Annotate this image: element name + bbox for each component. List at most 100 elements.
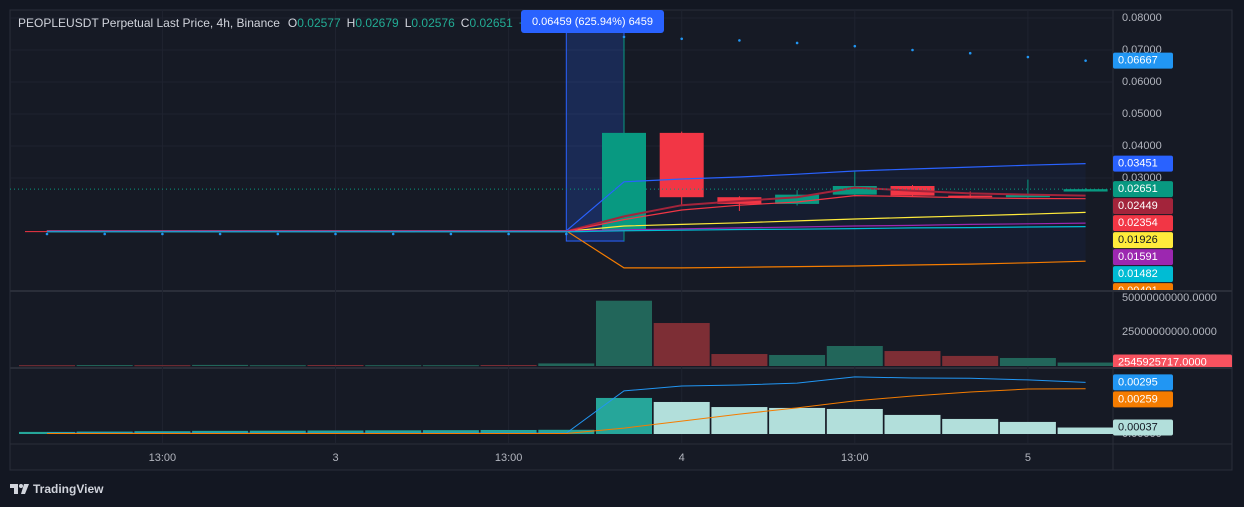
- volume-bar: [538, 363, 595, 367]
- histogram-bar: [826, 408, 883, 435]
- x-tick-label: 13:00: [841, 452, 869, 464]
- volume-bar: [1057, 362, 1113, 367]
- price-badge: [1113, 155, 1173, 172]
- indicator-dot: [1084, 59, 1087, 62]
- indicator-dot: [853, 44, 857, 48]
- indicator-line: [47, 388, 1086, 434]
- candle-body: [775, 194, 820, 204]
- indicator-dot: [968, 51, 972, 55]
- indicator-dot: [103, 232, 106, 236]
- price-badge-label: 0.02449: [1118, 200, 1158, 212]
- volume-bar: [192, 364, 249, 367]
- header-text: H: [347, 16, 356, 30]
- y-tick-label: 0.05000: [1122, 108, 1162, 120]
- price-badge: [1113, 52, 1173, 69]
- candle-body: [948, 195, 993, 198]
- volume-bar: [826, 346, 883, 367]
- price-badge-label: 0.00401: [1118, 285, 1158, 297]
- x-tick-label: 4: [679, 452, 685, 464]
- histogram-bar: [192, 430, 249, 435]
- volume-bar: [19, 365, 75, 367]
- histogram-bar: [999, 421, 1056, 435]
- indicator-dot: [738, 39, 741, 42]
- header-text: PEOPLEUSDT Perpetual Last Price, 4h, Bin…: [18, 16, 280, 30]
- volume-bar: [76, 365, 133, 367]
- brand-name: TradingView: [33, 482, 104, 496]
- price-badge-label: 0.02354: [1118, 217, 1158, 229]
- x-tick-label: 3: [332, 452, 338, 464]
- indicator-dot: [391, 232, 395, 236]
- volume-bar: [422, 365, 479, 367]
- measure-tooltip-label: 0.06459 (625.94%) 6459: [532, 16, 653, 28]
- y-tick-label: 0.08000: [1122, 12, 1162, 24]
- y-tick-label: 0.04000: [1122, 140, 1162, 152]
- price-badge: [1113, 374, 1173, 391]
- indicator-dot: [795, 41, 799, 45]
- brand-logo: [21, 484, 29, 494]
- volume-bar: [365, 365, 422, 367]
- volume-bar: [884, 351, 941, 367]
- histogram-bar: [480, 429, 537, 435]
- indicator-dot: [507, 232, 510, 236]
- indicator-dot: [449, 232, 453, 236]
- price-badge-label: 0.00259: [1118, 393, 1158, 405]
- volume-bar: [596, 300, 652, 367]
- volume-bar: [307, 365, 364, 367]
- brand-logo: [19, 484, 23, 488]
- chart-layer: 0.080000.070000.060000.050000.040000.030…: [10, 10, 1232, 464]
- band-fill: [47, 163, 1086, 268]
- volume-bar: [480, 365, 537, 367]
- indicator-dot: [334, 232, 337, 236]
- price-badge: [1113, 354, 1232, 367]
- histogram-bar: [365, 430, 422, 435]
- volume-bar: [942, 355, 999, 367]
- price-badge: [1113, 181, 1173, 198]
- indicator-dot: [161, 232, 164, 236]
- volume-bar: [134, 365, 191, 367]
- price-badge: [1113, 419, 1173, 436]
- histogram-bar: [422, 430, 479, 435]
- histogram-bar: [942, 418, 999, 435]
- histogram-bar: [884, 414, 941, 435]
- price-badge: [1113, 249, 1173, 266]
- y-tick-label: 25000000000.0000: [1122, 326, 1217, 338]
- y-tick-label: 0.06000: [1122, 76, 1162, 88]
- measure-tooltip: [521, 10, 664, 33]
- indicator-dot: [680, 37, 683, 41]
- x-tick-label: 13:00: [495, 452, 523, 464]
- header-text: 0.02679: [355, 16, 399, 30]
- price-badge-label: 0.01591: [1118, 251, 1158, 263]
- histogram-bar: [538, 429, 595, 435]
- histogram-bar: [1057, 427, 1113, 435]
- price-badge-label: 2545925717.0000: [1118, 356, 1207, 368]
- indicator-dot: [218, 232, 222, 236]
- price-badge: [1113, 283, 1173, 290]
- price-badge-label: 0.00037: [1118, 421, 1158, 433]
- indicator-dot: [1026, 55, 1030, 59]
- y-tick-label: 0.03000: [1122, 172, 1162, 184]
- price-badge-label: 0.06667: [1118, 55, 1158, 67]
- histogram-bar: [249, 430, 306, 435]
- x-tick-label: 13:00: [149, 452, 177, 464]
- header-text: 0.02576: [411, 16, 455, 30]
- header-text: L: [405, 16, 412, 30]
- histogram-bar: [653, 401, 710, 435]
- indicator-dot: [565, 232, 568, 236]
- y-tick-label: 50000000000.0000: [1122, 292, 1217, 304]
- price-badge: [1113, 215, 1173, 232]
- price-badge-label: 0.01926: [1118, 234, 1158, 246]
- histogram-bar: [769, 407, 826, 435]
- header-text: 0.02651: [469, 16, 513, 30]
- header-text: O: [288, 16, 297, 30]
- indicator-dot: [276, 232, 280, 236]
- indicator-line: [47, 226, 1086, 233]
- volume-bar: [653, 323, 710, 367]
- x-tick-label: 5: [1025, 452, 1031, 464]
- candle-body: [659, 132, 704, 198]
- indicator-dot: [45, 232, 49, 236]
- price-badge: [1113, 391, 1173, 408]
- candle-body: [1063, 189, 1108, 192]
- brand-logo: [10, 484, 18, 494]
